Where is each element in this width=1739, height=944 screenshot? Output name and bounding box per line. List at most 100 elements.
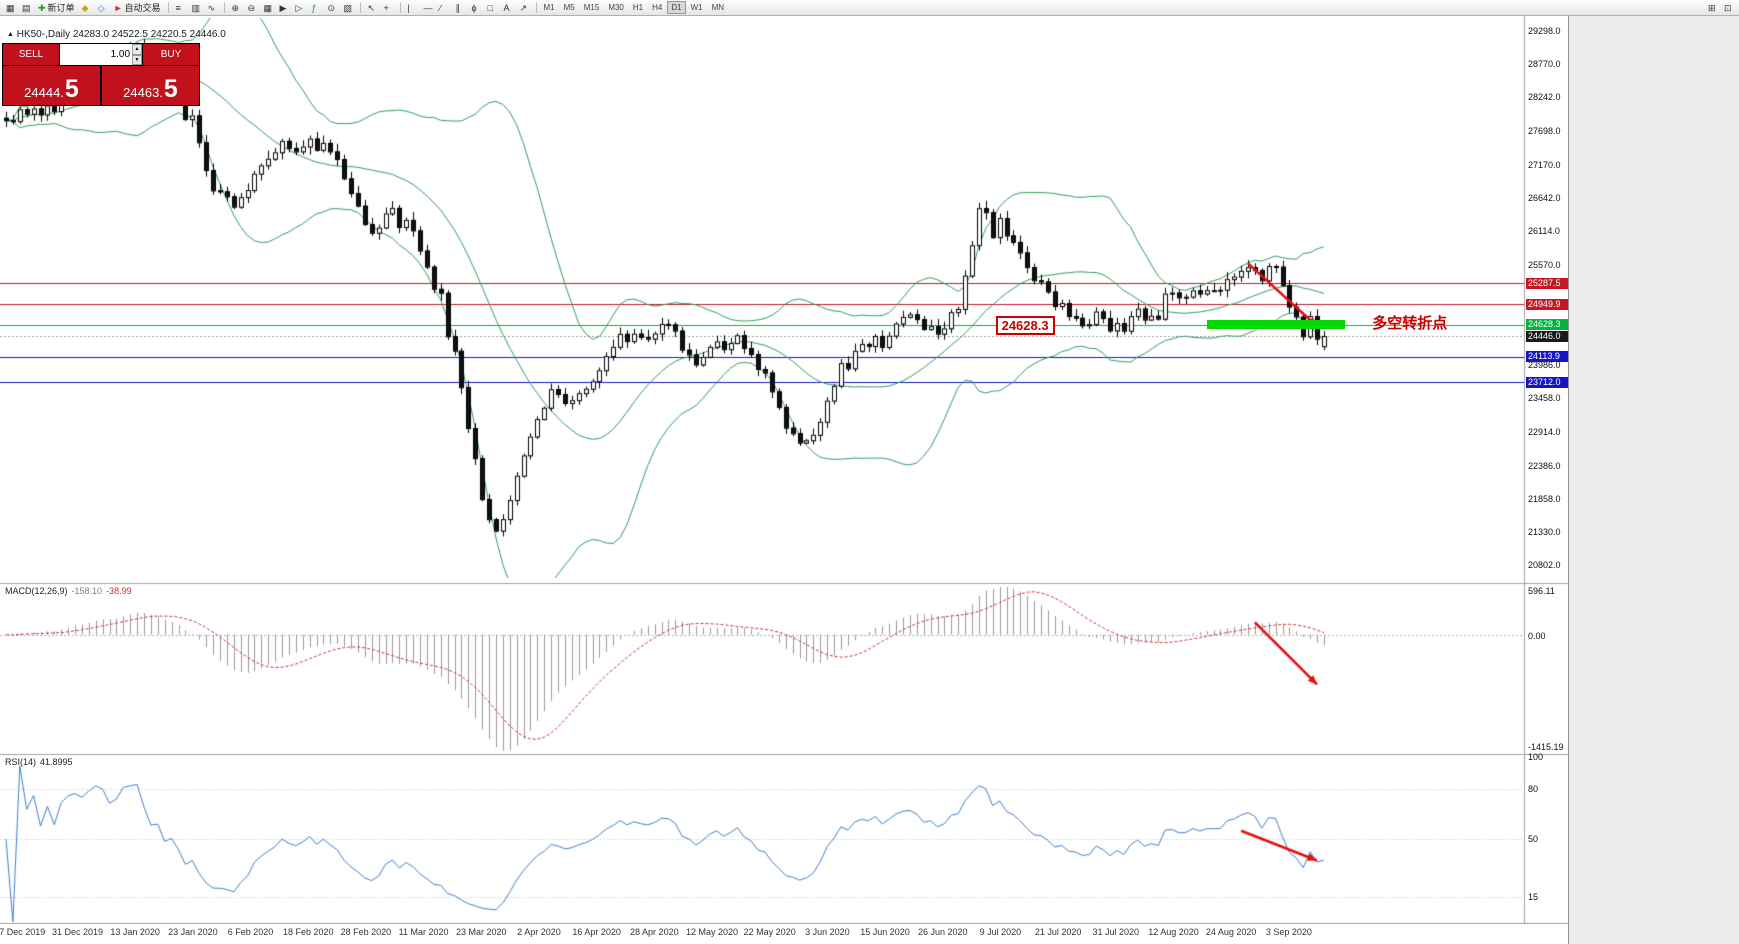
new-order-button[interactable]: ✚ 新订单: [35, 1, 78, 15]
price-tick-label: 22386.0: [1528, 460, 1561, 471]
auto-trading-icon: ►: [113, 2, 123, 13]
periods-button[interactable]: ⊙: [325, 1, 340, 15]
auto-scroll-button[interactable]: ▶: [277, 1, 292, 15]
line-chart-button[interactable]: ∿: [205, 1, 220, 15]
x-axis-label: 23 Jan 2020: [168, 927, 218, 937]
macd-signal-value: -38.99: [106, 586, 132, 596]
sell-button[interactable]: SELL: [3, 44, 59, 65]
toolbar-separator: [359, 2, 361, 13]
x-axis-label: 22 May 2020: [743, 927, 796, 937]
support-zone-highlight[interactable]: [1206, 320, 1345, 330]
price-tick-label: 27170.0: [1528, 159, 1561, 170]
price-level-tag: 24446.0: [1526, 330, 1568, 342]
x-axis-label: 23 Mar 2020: [455, 927, 507, 937]
x-axis-label: 15 Jun 2020: [860, 927, 910, 937]
lot-increase-button[interactable]: ▲: [132, 44, 142, 55]
toolbar-left-group: ▦ ▤ ✚ 新订单 ◆ ◇ ► 自动交易 ≡ ▥ ∿ ⊕ ⊖ ▦ ▶ ▷ ƒ ⊙ ▧ ↖ + | — ∕ ∥ ϕ □ A ↗: [3, 1, 540, 15]
data-window-button[interactable]: ⊞: [1705, 1, 1720, 15]
zoom-in-button[interactable]: ⊕: [229, 1, 244, 15]
new-chart-button[interactable]: ▦: [3, 1, 18, 15]
buy-price: 24463.: [123, 85, 163, 100]
zoom-out-icon: ⊖: [247, 2, 256, 13]
full-screen-button[interactable]: ⊡: [1721, 1, 1736, 15]
buy-price-box[interactable]: 24463. 5: [102, 66, 199, 105]
symbol-title: HK50-,Daily: [16, 29, 71, 40]
timeframe-d1-button[interactable]: D1: [667, 1, 686, 14]
macd-scale-max: 596.11: [1528, 586, 1555, 596]
turning-point-annotation[interactable]: 多空转折点: [1372, 314, 1448, 333]
lot-size-input[interactable]: [60, 44, 133, 65]
price-level-tag: 25287.5: [1526, 277, 1568, 289]
periods-icon: ⊙: [327, 2, 336, 13]
lot-decrease-button[interactable]: ▼: [132, 54, 142, 65]
toolbar-right-group: ⊞ ⊡: [1705, 1, 1736, 15]
ohlc-bars-button[interactable]: ≡: [173, 1, 188, 15]
timeframe-m15-button[interactable]: M15: [580, 1, 604, 14]
navigator-icon: ◇: [97, 2, 105, 13]
x-axis-label: 12 Aug 2020: [1148, 927, 1199, 937]
price-level-callout[interactable]: 24628.3: [995, 315, 1055, 335]
price-tick-label: 22914.0: [1528, 427, 1561, 438]
x-axis-label: 28 Apr 2020: [630, 927, 679, 937]
timeframe-m5-button[interactable]: M5: [560, 1, 579, 14]
toolbar: ▦ ▤ ✚ 新订单 ◆ ◇ ► 自动交易 ≡ ▥ ∿ ⊕ ⊖ ▦ ▶ ▷ ƒ ⊙ ▧ ↖ + | — ∕ ∥ ϕ □ A ↗ M1 M5 M…: [0, 0, 1739, 16]
equidistant-channel-icon: ∥: [455, 2, 461, 13]
trendline-button[interactable]: ∕: [437, 1, 452, 15]
price-tick-label: 27698.0: [1528, 126, 1561, 137]
market-watch-button[interactable]: ◆: [79, 1, 94, 15]
auto-scroll-icon: ▶: [279, 2, 287, 13]
line-chart-icon: ∿: [207, 2, 216, 13]
x-axis-label: 3 Sep 2020: [1265, 927, 1312, 937]
crosshair-button[interactable]: +: [381, 1, 396, 15]
timeframe-mn-button[interactable]: MN: [708, 1, 728, 14]
timeframe-h4-button[interactable]: H4: [648, 1, 666, 14]
data-window-icon: ⊞: [1708, 2, 1716, 13]
rsi-level-label: 100: [1528, 752, 1544, 762]
templates-button[interactable]: ▧: [341, 1, 356, 15]
equidistant-channel-button[interactable]: ∥: [453, 1, 468, 15]
candlestick-chart-button[interactable]: ▥: [189, 1, 204, 15]
navigator-button[interactable]: ◇: [95, 1, 110, 15]
price-chart-canvas[interactable]: [0, 16, 1568, 924]
shapes-button[interactable]: □: [485, 1, 500, 15]
templates-icon: ▧: [343, 2, 353, 13]
arrow-objects-button[interactable]: ↗: [517, 1, 532, 15]
lot-spinner: ▲ ▼: [132, 44, 142, 65]
auto-trading-button[interactable]: ► 自动交易: [111, 1, 164, 15]
indicators-button[interactable]: ƒ: [309, 1, 324, 15]
tile-windows-button[interactable]: ▦: [261, 1, 276, 15]
timeframe-m30-button[interactable]: M30: [604, 1, 628, 14]
sell-price-big-digit: 5: [64, 75, 79, 103]
price-tick-label: 28242.0: [1528, 92, 1561, 103]
zoom-out-button[interactable]: ⊖: [245, 1, 260, 15]
chart-profiles-button[interactable]: ▤: [19, 1, 34, 15]
new-order-label: 新订单: [47, 2, 75, 13]
zoom-in-icon: ⊕: [231, 2, 240, 13]
symbol-ohlc-values: 24283.0 24522.5 24220.5 24446.0: [72, 29, 226, 40]
horizontal-line-button[interactable]: —: [421, 1, 436, 15]
tile-windows-icon: ▦: [263, 2, 273, 13]
vertical-line-button[interactable]: |: [405, 1, 420, 15]
timeframe-m1-button[interactable]: M1: [540, 1, 559, 14]
text-icon: A: [503, 2, 510, 13]
chart-profiles-icon: ▤: [22, 2, 31, 13]
sell-price-box[interactable]: 24444. 5: [3, 66, 100, 105]
price-tick-label: 26114.0: [1528, 226, 1560, 237]
new-order-icon: ✚: [38, 2, 46, 13]
x-axis-label: 16 Apr 2020: [572, 927, 621, 937]
toolbar-separator: [223, 2, 225, 13]
x-axis-label: 2 Apr 2020: [517, 927, 561, 937]
timeframe-h1-button[interactable]: H1: [629, 1, 647, 14]
text-button[interactable]: A: [501, 1, 516, 15]
market-watch-icon: ◆: [81, 2, 89, 13]
arrow-objects-icon: ↗: [519, 2, 528, 13]
chart-shift-button[interactable]: ▷: [293, 1, 308, 15]
x-axis-label: 31 Dec 2019: [51, 927, 103, 937]
fibonacci-button[interactable]: ϕ: [469, 1, 484, 15]
cursor-button[interactable]: ↖: [365, 1, 380, 15]
buy-button[interactable]: BUY: [143, 44, 199, 65]
x-axis-label: 13 Jan 2020: [110, 927, 160, 937]
timeframe-w1-button[interactable]: W1: [687, 1, 707, 14]
price-tick-label: 23986.0: [1528, 359, 1561, 370]
rsi-level-label: 50: [1528, 834, 1539, 844]
